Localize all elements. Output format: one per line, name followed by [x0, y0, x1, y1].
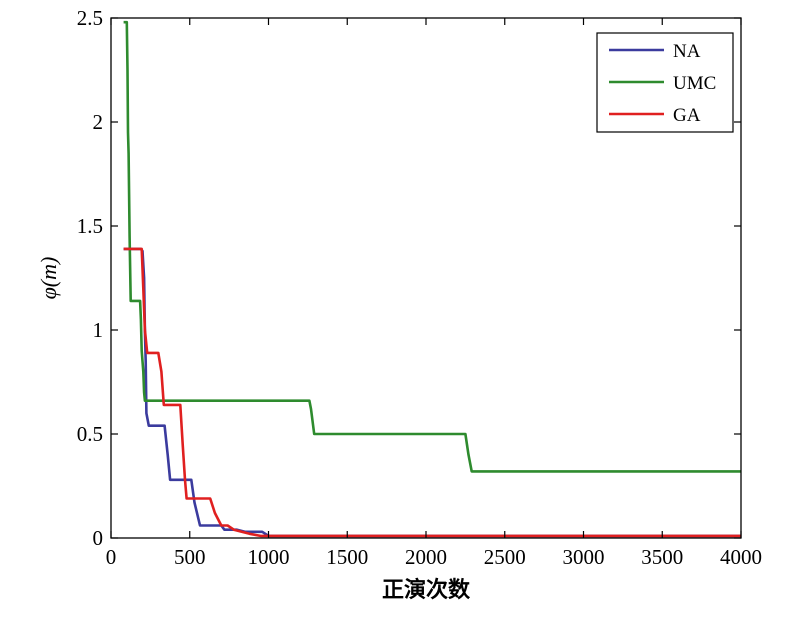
x-tick-label: 3000	[563, 545, 605, 569]
series-layer	[123, 20, 741, 538]
x-tick-label: 0	[106, 545, 117, 569]
x-tick-label: 3500	[641, 545, 683, 569]
y-axis-title: φ(m)	[36, 257, 61, 300]
legend-label-umc: UMC	[673, 73, 716, 94]
x-axis-title: 正演次数	[382, 577, 471, 603]
x-tick-label: 2500	[484, 545, 526, 569]
y-tick-label: 0.5	[77, 422, 103, 446]
y-tick-label: 0	[93, 526, 104, 550]
legend-label-na: NA	[673, 41, 701, 62]
legend-label-ga: GA	[673, 105, 701, 126]
x-tick-label: 4000	[720, 545, 762, 569]
x-tick-label: 500	[174, 545, 206, 569]
legend: NA UMC GA	[596, 32, 734, 133]
y-tick-label: 1	[93, 318, 104, 342]
x-tick-label: 1500	[326, 545, 368, 569]
x-tick-label: 1000	[248, 545, 290, 569]
y-tick-label: 2	[93, 110, 104, 134]
x-tick-label: 2000	[405, 545, 447, 569]
series-line-umc	[123, 20, 741, 473]
y-tick-label: 2.5	[77, 6, 103, 30]
ticks-layer: 0 500 1000 1500 2000 2500 3000 3500 4000 0 0.5 1 1.5…	[77, 6, 762, 569]
y-tick-label: 1.5	[77, 214, 103, 238]
series-line-ga	[123, 247, 741, 538]
